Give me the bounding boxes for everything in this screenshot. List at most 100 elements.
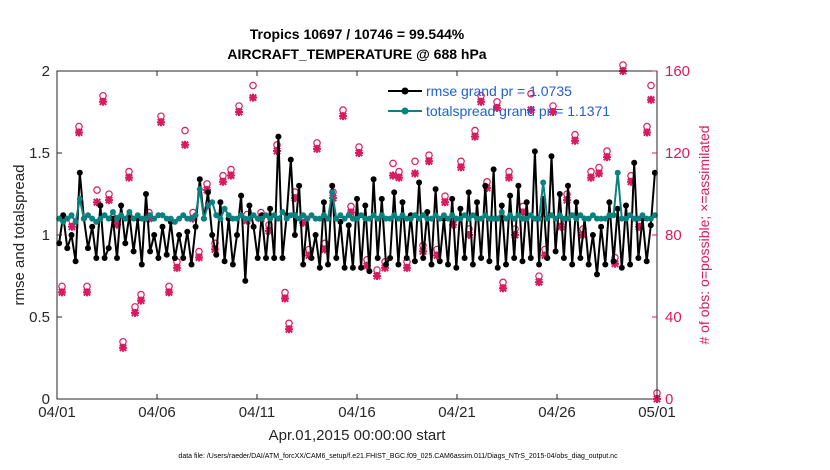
totalspread-point — [411, 212, 418, 219]
totalspread-point — [486, 215, 493, 222]
legend-marker-rmse — [401, 87, 409, 95]
rmse-point — [374, 255, 381, 261]
rmse-point — [362, 202, 369, 209]
totalspread-point — [329, 189, 336, 196]
totalspread-point — [167, 215, 174, 222]
totalspread-point — [432, 212, 439, 219]
series-totalspread — [56, 169, 658, 225]
x-tick-label: 04/11 — [239, 404, 275, 421]
totalspread-point — [234, 215, 240, 222]
rmse-point — [64, 245, 71, 252]
totalspread-point — [374, 215, 381, 222]
totalspread-point — [515, 212, 522, 219]
obs-assimilated-marker — [219, 177, 227, 186]
rmse-point — [329, 182, 336, 189]
rmse-point — [188, 261, 195, 268]
rmse-point — [486, 258, 493, 265]
totalspread-point — [271, 212, 278, 219]
rmse-point — [238, 192, 245, 199]
totalspread-point — [101, 212, 108, 219]
totalspread-point — [647, 215, 654, 222]
rmse-point — [337, 218, 344, 225]
rmse-point — [250, 223, 257, 230]
rmse-point — [130, 248, 137, 255]
rmse-point — [383, 261, 389, 268]
totalspread-point — [205, 202, 211, 209]
totalspread-point — [308, 212, 315, 219]
totalspread-point — [635, 215, 642, 222]
totalspread-point — [312, 215, 319, 222]
obs-assimilated-marker — [587, 173, 595, 182]
y-left-tick-label: 0.5 — [29, 309, 50, 326]
totalspread-point — [556, 212, 563, 219]
totalspread-point — [176, 215, 183, 222]
obs-assimilated-marker — [493, 103, 501, 112]
rmse-point — [498, 202, 505, 209]
totalspread-point — [651, 212, 658, 219]
rmse-point — [511, 255, 518, 261]
obs-assimilated-marker — [165, 288, 173, 297]
totalspread-point — [333, 215, 340, 222]
rmse-point — [151, 232, 158, 238]
obs-assimilated-marker — [75, 128, 83, 137]
obs-assimilated-marker — [83, 288, 91, 297]
rmse-point — [366, 268, 373, 275]
rmse-point — [325, 261, 331, 268]
totalspread-point — [440, 212, 447, 219]
rmse-point — [109, 215, 116, 222]
obs-assimilated-marker — [465, 231, 473, 239]
totalspread-point — [134, 212, 141, 219]
rmse-point — [138, 261, 145, 268]
rmse-point — [370, 176, 377, 183]
rmse-point — [76, 169, 83, 176]
y-left-tick-label: 1.5 — [29, 145, 50, 162]
totalspread-point — [474, 215, 480, 222]
rmse-point — [569, 261, 576, 268]
totalspread-point — [362, 215, 369, 222]
rmse-point — [523, 199, 530, 206]
rmse-point — [246, 202, 253, 209]
totalspread-point — [250, 212, 257, 219]
totalspread-point — [283, 215, 290, 222]
totalspread-point — [200, 215, 207, 222]
y-right-tick-label: 160 — [665, 63, 690, 80]
totalspread-point — [304, 215, 311, 222]
obs-assimilated-marker — [305, 251, 313, 260]
rmse-point — [627, 261, 634, 268]
totalspread-point — [577, 212, 584, 219]
x-tick-label: 04/06 — [138, 404, 176, 421]
obs-assimilated-marker — [643, 128, 651, 137]
chart-title-line1: Tropics 10697 / 10746 = 99.544% — [250, 26, 465, 42]
rmse-point — [478, 255, 485, 261]
rmse-point — [635, 255, 642, 261]
y-left-tick-label: 0 — [42, 391, 50, 408]
rmse-point — [432, 186, 439, 193]
totalspread-point — [503, 215, 509, 222]
totalspread-point — [85, 212, 91, 219]
y-axis-right-label: # of obs: o=possible; ×=assimilated — [696, 125, 712, 344]
rmse-point — [565, 182, 571, 189]
totalspread-point — [279, 209, 286, 215]
totalspread-point — [89, 215, 96, 222]
rmse-point — [85, 245, 91, 252]
totalspread-point — [184, 215, 191, 222]
rmse-point — [643, 258, 650, 265]
totalspread-point — [623, 215, 629, 222]
rmse-point — [296, 182, 303, 189]
rmse-point — [358, 264, 365, 271]
rmse-point — [205, 189, 211, 196]
totalspread-point — [72, 218, 79, 225]
rmse-point — [159, 223, 166, 230]
obs-possible-marker — [647, 81, 655, 90]
obs-assimilated-marker — [373, 272, 381, 280]
obs-assimilated-marker — [499, 284, 507, 293]
rmse-point — [651, 169, 658, 176]
totalspread-point — [246, 215, 253, 222]
rmse-point — [411, 258, 418, 265]
rmse-point — [552, 248, 559, 255]
totalspread-point — [180, 212, 187, 219]
obs-assimilated-marker — [647, 95, 655, 104]
obs-possible-marker — [93, 186, 101, 194]
totalspread-point — [68, 212, 75, 219]
